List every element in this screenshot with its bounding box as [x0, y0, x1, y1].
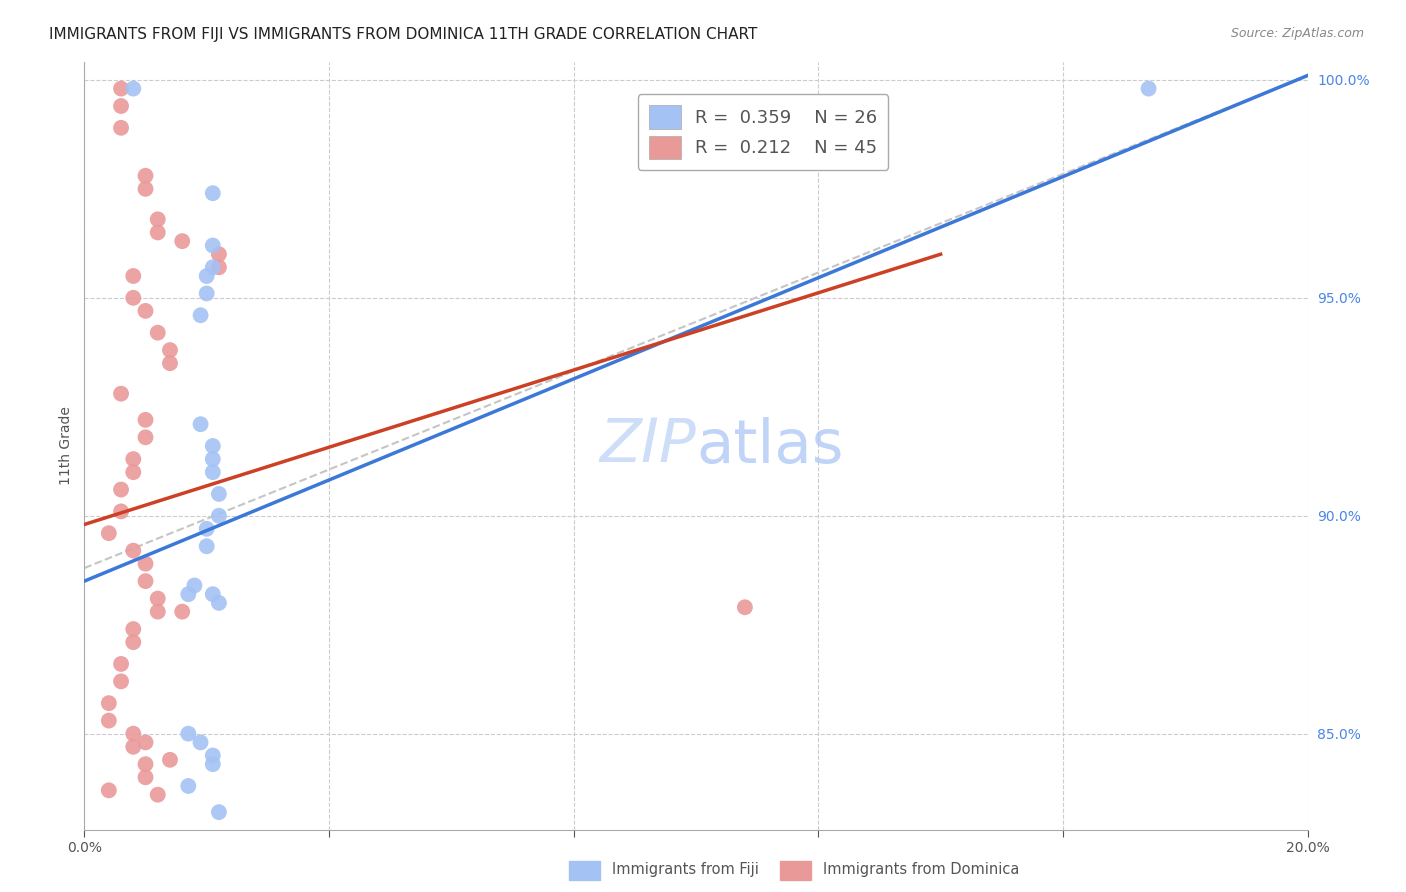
Point: [190, 417, 212, 432]
Point: [97, 783, 120, 797]
Point: [183, 578, 205, 592]
Point: [97, 714, 120, 728]
Text: Immigrants from Dominica: Immigrants from Dominica: [823, 863, 1019, 877]
Point: [135, 413, 157, 427]
Point: [159, 343, 181, 358]
Point: [201, 238, 224, 252]
Point: [1137, 81, 1160, 95]
Point: [195, 268, 218, 283]
Point: [122, 622, 145, 636]
Point: [135, 304, 157, 318]
Point: [135, 757, 157, 772]
Point: [110, 81, 132, 95]
Point: [190, 735, 212, 749]
Point: [135, 169, 157, 183]
Point: [195, 286, 218, 301]
Point: [201, 452, 224, 467]
Text: atlas: atlas: [696, 417, 844, 475]
Point: [110, 99, 132, 113]
Point: [146, 226, 169, 240]
Point: [208, 596, 231, 610]
Point: [172, 605, 194, 619]
Point: [122, 291, 145, 305]
Point: [122, 465, 145, 479]
Point: [146, 212, 169, 227]
Point: [159, 753, 181, 767]
Text: Source: ZipAtlas.com: Source: ZipAtlas.com: [1230, 27, 1364, 40]
Point: [208, 508, 231, 523]
Point: [146, 788, 169, 802]
Point: [146, 605, 169, 619]
Point: [208, 805, 231, 819]
Point: [172, 234, 194, 248]
Point: [135, 770, 157, 784]
Point: [122, 268, 145, 283]
Point: [135, 557, 157, 571]
Point: [122, 727, 145, 741]
Text: ZIP: ZIP: [599, 417, 696, 475]
Point: [208, 247, 231, 261]
Point: [201, 465, 224, 479]
Point: [177, 727, 200, 741]
Point: [195, 522, 218, 536]
Point: [201, 186, 224, 201]
Point: [122, 81, 145, 95]
Point: [201, 748, 224, 763]
Point: [135, 182, 157, 196]
Point: [97, 696, 120, 710]
Point: [110, 504, 132, 518]
Point: [201, 757, 224, 772]
Legend: R =  0.359    N = 26, R =  0.212    N = 45: R = 0.359 N = 26, R = 0.212 N = 45: [638, 95, 889, 169]
Point: [208, 487, 231, 501]
Point: [146, 326, 169, 340]
Point: [110, 386, 132, 401]
Point: [97, 526, 120, 541]
Point: [159, 356, 181, 370]
Point: [135, 735, 157, 749]
Point: [110, 657, 132, 671]
Point: [177, 779, 200, 793]
Text: IMMIGRANTS FROM FIJI VS IMMIGRANTS FROM DOMINICA 11TH GRADE CORRELATION CHART: IMMIGRANTS FROM FIJI VS IMMIGRANTS FROM …: [49, 27, 758, 42]
Point: [110, 120, 132, 135]
Point: [122, 543, 145, 558]
Point: [122, 452, 145, 467]
Y-axis label: 11th Grade: 11th Grade: [59, 407, 73, 485]
Point: [110, 483, 132, 497]
Text: Immigrants from Fiji: Immigrants from Fiji: [612, 863, 758, 877]
Point: [201, 439, 224, 453]
Point: [110, 674, 132, 689]
Point: [146, 591, 169, 606]
Point: [177, 587, 200, 601]
Point: [135, 430, 157, 444]
Point: [135, 574, 157, 588]
Point: [195, 539, 218, 553]
Point: [190, 308, 212, 322]
Point: [208, 260, 231, 275]
Point: [201, 587, 224, 601]
Point: [734, 600, 756, 615]
Point: [201, 260, 224, 275]
Point: [122, 739, 145, 754]
Point: [122, 635, 145, 649]
